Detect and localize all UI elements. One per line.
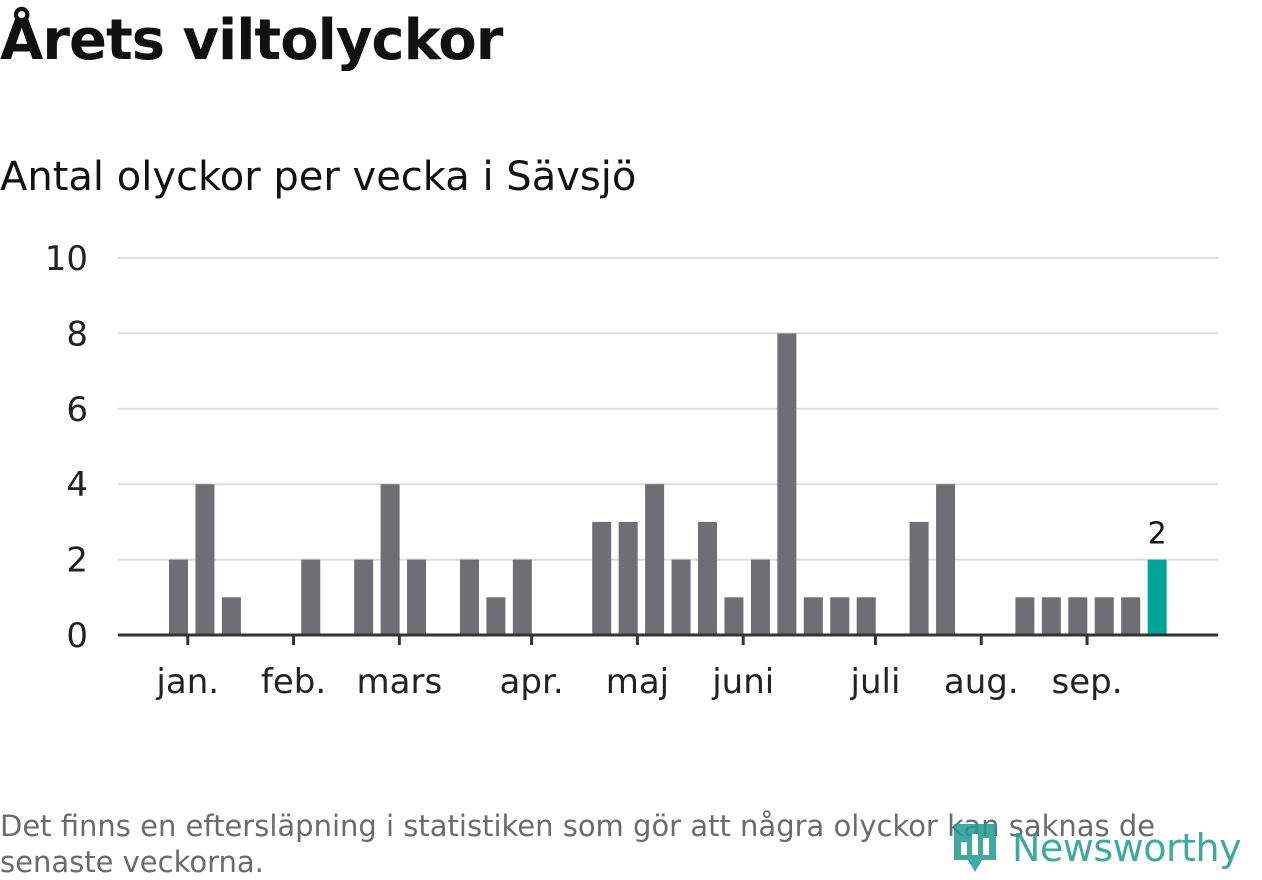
y-tick-label: 6 <box>66 390 88 430</box>
data-labels: 2 <box>1148 517 1167 552</box>
bar-highlight <box>1147 559 1167 635</box>
bar <box>169 559 188 635</box>
bar <box>354 559 374 635</box>
x-tick-label: aug. <box>944 662 1019 702</box>
bars <box>169 333 1167 635</box>
bar <box>671 559 691 635</box>
y-tick-label: 10 <box>45 239 88 279</box>
bar <box>486 597 506 635</box>
y-tick-label: 0 <box>66 616 88 656</box>
x-tick-label: jan. <box>155 662 219 702</box>
x-tick-label: feb. <box>261 662 326 702</box>
x-tick-label: maj <box>606 662 669 702</box>
bar <box>512 559 532 635</box>
bar <box>1094 597 1114 635</box>
bar <box>777 333 797 635</box>
brand-logo: Newsworthy <box>950 818 1242 878</box>
bar <box>856 597 876 635</box>
bar <box>592 521 612 635</box>
bar <box>724 597 744 635</box>
bar <box>830 597 850 635</box>
x-tick-label: juli <box>850 662 901 702</box>
bar <box>618 521 638 635</box>
bar <box>698 521 717 635</box>
chart-subtitle: Antal olyckor per vecka i Sävsjö <box>0 154 637 200</box>
x-tick-label: sep. <box>1052 662 1123 702</box>
y-axis-ticks: 0 2 4 6 8 10 <box>45 239 88 656</box>
x-tick-label: apr. <box>500 662 564 702</box>
bar <box>221 597 241 635</box>
bar <box>1041 597 1061 635</box>
bar <box>936 484 956 635</box>
bar <box>645 484 665 635</box>
bar <box>301 559 321 635</box>
x-tick-label: mars <box>357 662 443 702</box>
grid-lines <box>118 257 1218 561</box>
bar <box>1068 597 1088 635</box>
y-tick-label: 4 <box>66 465 88 505</box>
bar <box>380 484 400 635</box>
bar <box>803 597 823 635</box>
x-axis-ticks: jan. feb. mars apr. maj juni juli aug. sep. <box>155 635 1123 702</box>
data-label: 2 <box>1148 517 1167 552</box>
chart-title: Årets viltolyckor <box>0 8 503 73</box>
newsworthy-logo-icon <box>954 824 996 872</box>
bar <box>1121 597 1141 635</box>
x-tick-label: juni <box>711 662 774 702</box>
bar <box>195 484 215 635</box>
y-tick-label: 2 <box>66 541 88 581</box>
bar <box>750 559 770 635</box>
bar <box>909 521 929 635</box>
brand-name: Newsworthy <box>1012 826 1242 870</box>
bar <box>1015 597 1035 635</box>
bar <box>459 559 479 635</box>
y-tick-label: 8 <box>66 314 88 354</box>
bar <box>407 559 427 635</box>
